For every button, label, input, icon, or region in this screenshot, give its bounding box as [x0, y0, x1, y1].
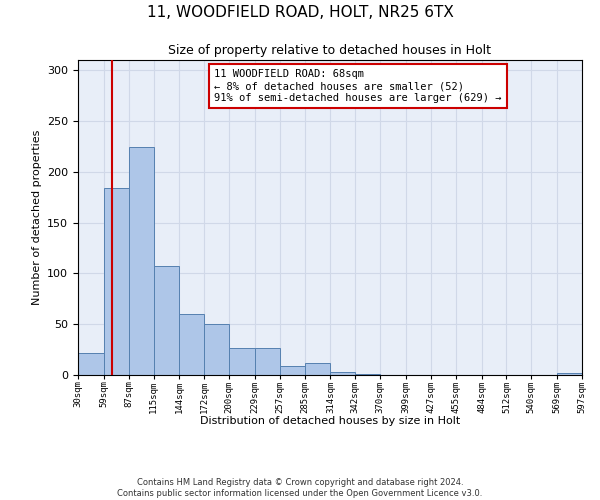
Bar: [331, 372, 355, 375]
Bar: [104, 188, 128, 375]
Bar: [204, 324, 229, 375]
Bar: [229, 348, 255, 375]
Bar: [154, 266, 179, 375]
Bar: [355, 374, 380, 375]
X-axis label: Distribution of detached houses by size in Holt: Distribution of detached houses by size …: [200, 416, 460, 426]
Text: 11, WOODFIELD ROAD, HOLT, NR25 6TX: 11, WOODFIELD ROAD, HOLT, NR25 6TX: [146, 5, 454, 20]
Title: Size of property relative to detached houses in Holt: Size of property relative to detached ho…: [169, 44, 491, 58]
Bar: [255, 348, 280, 375]
Bar: [128, 148, 154, 375]
Bar: [78, 352, 104, 375]
Bar: [280, 366, 305, 375]
Bar: [305, 363, 331, 375]
Y-axis label: Number of detached properties: Number of detached properties: [32, 130, 41, 305]
Bar: [557, 373, 582, 375]
Bar: [179, 314, 204, 375]
Text: Contains HM Land Registry data © Crown copyright and database right 2024.
Contai: Contains HM Land Registry data © Crown c…: [118, 478, 482, 498]
Text: 11 WOODFIELD ROAD: 68sqm
← 8% of detached houses are smaller (52)
91% of semi-de: 11 WOODFIELD ROAD: 68sqm ← 8% of detache…: [214, 70, 502, 102]
